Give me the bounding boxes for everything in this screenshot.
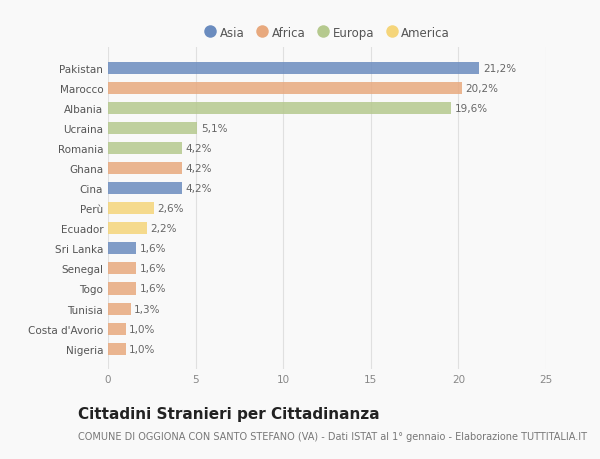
Bar	[108, 223, 146, 235]
Bar	[108, 343, 125, 355]
Bar	[108, 103, 451, 115]
Bar	[108, 263, 136, 275]
Bar	[108, 203, 154, 215]
Bar	[108, 183, 182, 195]
Text: 1,6%: 1,6%	[140, 244, 166, 254]
Text: 1,6%: 1,6%	[140, 284, 166, 294]
Text: 1,6%: 1,6%	[140, 264, 166, 274]
Bar	[108, 123, 197, 135]
Bar	[108, 143, 182, 155]
Text: 1,0%: 1,0%	[129, 324, 155, 334]
Bar	[108, 323, 125, 335]
Bar	[108, 83, 462, 95]
Text: 20,2%: 20,2%	[466, 84, 499, 94]
Text: 1,0%: 1,0%	[129, 344, 155, 354]
Bar	[108, 243, 136, 255]
Text: 21,2%: 21,2%	[483, 64, 516, 74]
Text: 4,2%: 4,2%	[185, 184, 212, 194]
Text: 5,1%: 5,1%	[201, 124, 227, 134]
Text: 4,2%: 4,2%	[185, 144, 212, 154]
Bar	[108, 283, 136, 295]
Text: 2,6%: 2,6%	[157, 204, 184, 214]
Legend: Asia, Africa, Europa, America: Asia, Africa, Europa, America	[199, 22, 455, 45]
Text: COMUNE DI OGGIONA CON SANTO STEFANO (VA) - Dati ISTAT al 1° gennaio - Elaborazio: COMUNE DI OGGIONA CON SANTO STEFANO (VA)…	[78, 431, 587, 442]
Bar	[108, 63, 479, 75]
Bar	[108, 163, 182, 175]
Text: 1,3%: 1,3%	[134, 304, 161, 314]
Text: 4,2%: 4,2%	[185, 164, 212, 174]
Bar	[108, 303, 131, 315]
Text: 2,2%: 2,2%	[150, 224, 176, 234]
Text: Cittadini Stranieri per Cittadinanza: Cittadini Stranieri per Cittadinanza	[78, 406, 380, 421]
Text: 19,6%: 19,6%	[455, 104, 488, 114]
